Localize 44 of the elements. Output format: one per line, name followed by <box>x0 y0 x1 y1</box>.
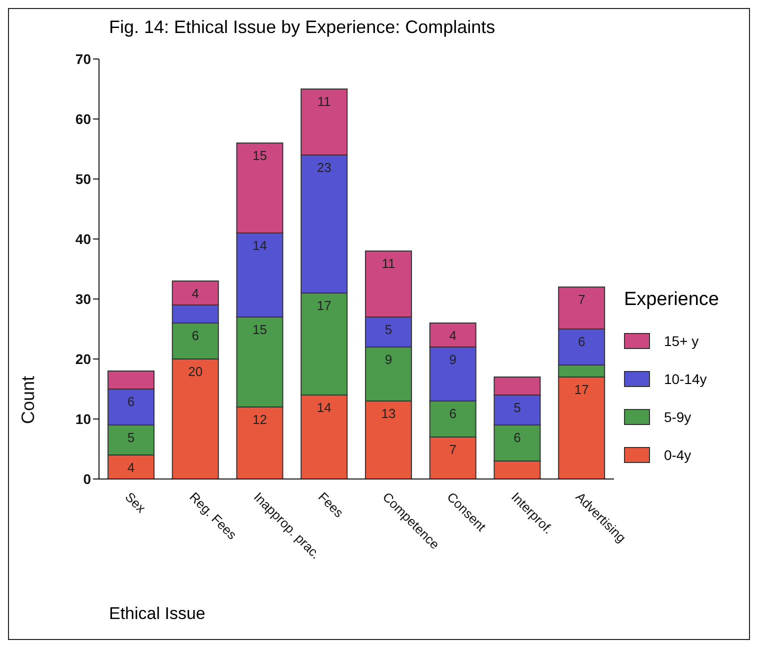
data-label: 6 <box>127 394 135 410</box>
legend-label: 10-14y <box>662 371 708 387</box>
data-label: 11 <box>382 256 396 272</box>
data-label: 6 <box>578 334 586 350</box>
data-label: 5 <box>514 400 521 416</box>
legend-label: 0-4y <box>662 447 692 463</box>
y-tick-label: 0 <box>83 470 92 487</box>
data-label: 4 <box>449 328 456 344</box>
data-label: 5 <box>127 430 135 446</box>
legend-label: 15+ y <box>662 333 700 349</box>
data-label: 4 <box>127 460 135 476</box>
data-label: 12 <box>252 412 267 428</box>
y-tick-label: 70 <box>75 50 92 67</box>
y-tick-label: 40 <box>75 230 92 247</box>
y-tick-label: 30 <box>75 290 92 307</box>
x-tick-label: Sex <box>122 489 150 516</box>
data-label: 20 <box>188 364 203 380</box>
data-label: 15 <box>252 322 267 338</box>
data-label: 15 <box>252 148 267 164</box>
data-label: 23 <box>316 160 332 176</box>
data-label: 14 <box>252 238 267 254</box>
data-label: 14 <box>316 400 332 416</box>
data-label: 5 <box>384 322 392 338</box>
data-label: 9 <box>384 352 392 368</box>
data-label: 17 <box>316 298 332 314</box>
y-tick-label: 50 <box>75 170 92 187</box>
y-tick-label: 10 <box>75 410 92 427</box>
legend-title: Experience <box>624 289 719 311</box>
y-axis-title: Count <box>18 376 38 424</box>
data-label: 9 <box>449 352 456 368</box>
chart-title: Fig. 14: Ethical Issue by Experience: Complaints <box>109 17 496 38</box>
data-label: 6 <box>514 430 521 446</box>
data-label: 7 <box>578 292 586 308</box>
x-axis-title: Ethical Issue <box>109 604 206 624</box>
data-label: 6 <box>449 406 456 422</box>
data-label: 11 <box>317 94 331 110</box>
data-label: 4 <box>192 286 199 302</box>
y-tick-label: 20 <box>75 350 92 367</box>
data-label: 17 <box>574 382 589 398</box>
data-label: 7 <box>449 442 456 458</box>
legend-label: 5-9y <box>662 409 692 425</box>
data-label: 6 <box>192 328 199 344</box>
y-tick-label: 60 <box>75 110 92 127</box>
data-label: 13 <box>381 406 396 422</box>
